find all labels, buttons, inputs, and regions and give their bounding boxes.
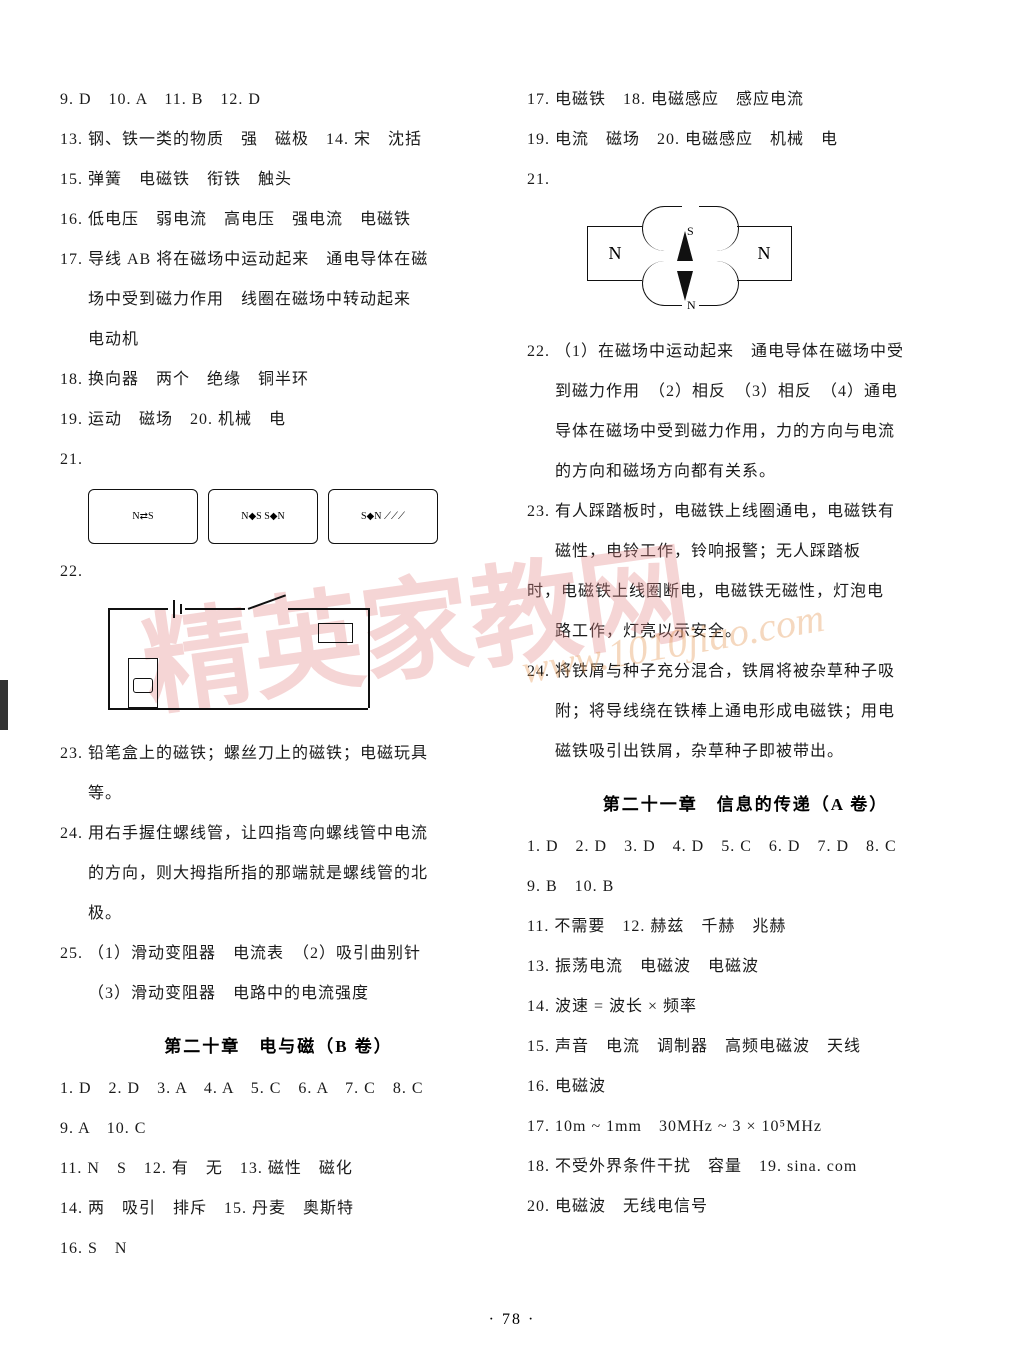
page-number: · 78 · xyxy=(0,1311,1024,1329)
answer-line: 25. （1）滑动变阻器 电流表 （2）吸引曲别针 xyxy=(60,934,497,974)
answer-line: 23. 铅笔盒上的磁铁；螺丝刀上的磁铁；电磁玩具 xyxy=(60,734,497,774)
answer-line: 15. 弹簧 电磁铁 衔铁 触头 xyxy=(60,160,497,200)
answer-line-cont: 电动机 xyxy=(60,320,497,360)
answer-line: 11. N S 12. 有 无 13. 磁性 磁化 xyxy=(60,1149,497,1189)
answer-line: 9. A 10. C xyxy=(60,1109,497,1149)
answer-line-cont: （3）滑动变阻器 电路中的电流强度 xyxy=(60,974,497,1014)
answer-line: 13. 振荡电流 电磁波 电磁波 xyxy=(527,947,964,987)
answer-line: 17. 10m ~ 1mm 30MHz ~ 3 × 10⁵MHz xyxy=(527,1107,964,1147)
pole-label-s: S xyxy=(687,224,694,239)
diagram-21-left: N⇄S N◆S S◆N S◆N ⟋⟋⟋ xyxy=(88,486,497,546)
answer-line: 11. 不需要 12. 赫兹 千赫 兆赫 xyxy=(527,907,964,947)
answer-line: 24. 用右手握住螺线管，让四指弯向螺线管中电流 xyxy=(60,814,497,854)
left-column: 9. D 10. A 11. B 12. D 13. 钢、铁一类的物质 强 磁极… xyxy=(60,80,497,1269)
answer-line: 1. D 2. D 3. A 4. A 5. C 6. A 7. C 8. C xyxy=(60,1069,497,1109)
answer-line: 1. D 2. D 3. D 4. D 5. C 6. D 7. D 8. C xyxy=(527,827,964,867)
chapter-heading: 第二十一章 信息的传递（A 卷） xyxy=(527,790,964,815)
magnet-right: N xyxy=(737,226,792,281)
answer-line: 22. xyxy=(60,552,497,592)
answer-line-cont: 磁铁吸引出铁屑，杂草种子即被带出。 xyxy=(527,732,964,772)
answer-line: 17. 导线 AB 将在磁场中运动起来 通电导体在磁 xyxy=(60,240,497,280)
answer-line: 19. 运动 磁场 20. 机械 电 xyxy=(60,400,497,440)
answer-line-cont: 附；将导线绕在铁棒上通电形成电磁铁；用电 xyxy=(527,692,964,732)
answer-line: 24. 将铁屑与种子充分混合，铁屑将被杂草种子吸 xyxy=(527,652,964,692)
answer-line: 18. 换向器 两个 绝缘 铜半环 xyxy=(60,360,497,400)
answer-line-cont: 导体在磁场中受到磁力作用，力的方向与电流 xyxy=(527,412,964,452)
coil-sketch: N⇄S xyxy=(88,489,198,544)
answer-line: 16. 低电压 弱电流 高电压 强电流 电磁铁 xyxy=(60,200,497,240)
margin-bar xyxy=(0,680,8,730)
answer-line: 14. 波速 = 波长 × 频率 xyxy=(527,987,964,1027)
answer-line: 17. 电磁铁 18. 电磁感应 感应电流 xyxy=(527,80,964,120)
diagram-22-left xyxy=(88,598,408,728)
page-container: 9. D 10. A 11. B 12. D 13. 钢、铁一类的物质 强 磁极… xyxy=(0,0,1024,1309)
answer-line-cont: 极。 xyxy=(60,894,497,934)
answer-line-cont: 场中受到磁力作用 线圈在磁场中转动起来 xyxy=(60,280,497,320)
right-column: 17. 电磁铁 18. 电磁感应 感应电流 19. 电流 磁场 20. 电磁感应… xyxy=(527,80,964,1269)
coil-sketch: S◆N ⟋⟋⟋ xyxy=(328,489,438,544)
answer-line-cont: 到磁力作用 （2）相反 （3）相反 （4）通电 xyxy=(527,372,964,412)
answer-line: 21. xyxy=(60,440,497,480)
answer-line-cont: 的方向和磁场方向都有关系。 xyxy=(527,452,964,492)
answer-line: 9. B 10. B xyxy=(527,867,964,907)
answer-line: 13. 钢、铁一类的物质 强 磁极 14. 宋 沈括 xyxy=(60,120,497,160)
magnet-left: N xyxy=(587,226,642,281)
chapter-heading: 第二十章 电与磁（B 卷） xyxy=(60,1032,497,1057)
answer-line: 19. 电流 磁场 20. 电磁感应 机械 电 xyxy=(527,120,964,160)
answer-line-cont: 磁性，电铃工作，铃响报警；无人踩踏板 xyxy=(527,532,964,572)
answer-line: 16. 电磁波 xyxy=(527,1067,964,1107)
answer-line: 9. D 10. A 11. B 12. D xyxy=(60,80,497,120)
pole-label-n: N xyxy=(687,298,696,313)
answer-line-cont: 的方向，则大拇指所指的那端就是螺线管的北 xyxy=(60,854,497,894)
answer-line-cont: 等。 xyxy=(60,774,497,814)
answer-line: 18. 不受外界条件干扰 容量 19. sina. com xyxy=(527,1147,964,1187)
answer-line: 21. xyxy=(527,160,964,200)
answer-line: 14. 两 吸引 排斥 15. 丹麦 奥斯特 xyxy=(60,1189,497,1229)
answer-line: 23. 有人踩踏板时，电磁铁上线圈通电，电磁铁有 xyxy=(527,492,964,532)
diagram-21-right: N N S N xyxy=(577,206,807,326)
answer-line: 20. 电磁波 无线电信号 xyxy=(527,1187,964,1227)
answer-line-cont: 时，电磁铁上线圈断电，电磁铁无磁性，灯泡电 xyxy=(527,572,964,612)
coil-sketch: N◆S S◆N xyxy=(208,489,318,544)
answer-line: 16. S N xyxy=(60,1229,497,1269)
answer-line-cont: 路工作，灯亮以示安全。 xyxy=(527,612,964,652)
answer-line: 15. 声音 电流 调制器 高频电磁波 天线 xyxy=(527,1027,964,1067)
answer-line: 22. （1）在磁场中运动起来 通电导体在磁场中受 xyxy=(527,332,964,372)
